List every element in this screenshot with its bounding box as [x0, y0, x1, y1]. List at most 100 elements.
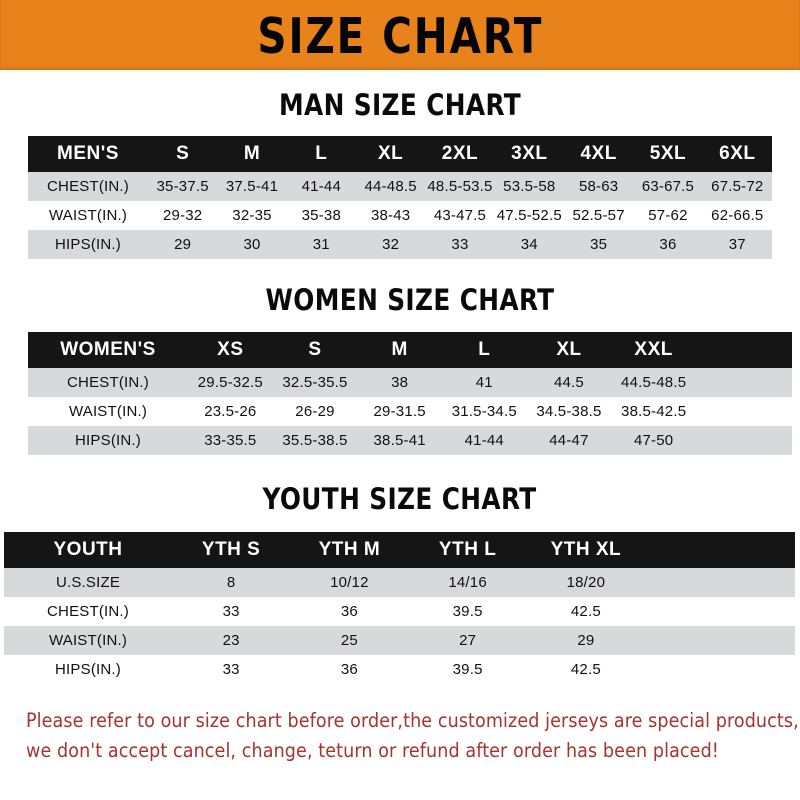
youth-size-col-1: YTH S	[201, 539, 261, 560]
women-chest-3: 38	[391, 374, 409, 391]
man-waist-1: 29-32	[162, 207, 203, 224]
man-chest-9: 67.5-72	[711, 178, 764, 195]
women-size-col-4: L	[478, 339, 491, 360]
women-row-label-waist: WAIST(IN.)	[68, 403, 148, 420]
man-waist-8: 57-62	[648, 207, 688, 224]
women-waist-3: 29-31.5	[373, 403, 426, 420]
youth-waist-1: 23	[222, 632, 240, 649]
women-header-filler	[696, 332, 792, 368]
women-waist-1: 23.5-26	[204, 403, 257, 420]
women-chest-filler	[696, 368, 792, 397]
man-waist-6: 47.5-52.5	[496, 207, 562, 224]
women-row-label-chest: CHEST(IN.)	[67, 374, 149, 391]
women-waist-6: 38.5-42.5	[621, 403, 687, 420]
man-size-col-3: L	[315, 143, 328, 164]
table-row: WAIST(IN.) 23.5-26 26-29 29-31.5 31.5-34…	[28, 397, 792, 426]
man-table-header-row: MEN'S S M L XL 2XL 3XL 4XL 5XL 6XL	[28, 136, 772, 172]
youth-ussize-filler	[645, 568, 795, 597]
man-size-section: MAN SIZE CHART MEN'S S M L XL 2XL 3XL 4X…	[0, 88, 800, 259]
table-row: CHEST(IN.) 35-37.5 37.5-41 41-44 44-48.5…	[28, 172, 772, 201]
youth-hips-3: 39.5	[452, 661, 483, 678]
table-row: CHEST(IN.) 29.5-32.5 32.5-35.5 38 41 44.…	[28, 368, 792, 397]
women-chest-6: 44.5-48.5	[621, 374, 687, 391]
man-chest-1: 35-37.5	[156, 178, 209, 195]
youth-ussize-2: 10/12	[330, 574, 369, 591]
women-size-col-6: XXL	[634, 339, 673, 360]
youth-chest-2: 36	[340, 603, 358, 620]
man-waist-7: 52.5-57	[572, 207, 625, 224]
youth-hips-2: 36	[340, 661, 358, 678]
man-hips-8: 36	[659, 236, 677, 253]
women-hips-filler	[696, 426, 792, 455]
man-waist-9: 62-66.5	[711, 207, 764, 224]
women-chest-1: 29.5-32.5	[197, 374, 263, 391]
man-chest-3: 41-44	[301, 178, 341, 195]
youth-row-label-hips: HIPS(IN.)	[55, 661, 121, 678]
women-waist-filler	[696, 397, 792, 426]
women-waist-5: 34.5-38.5	[536, 403, 602, 420]
women-hips-4: 41-44	[464, 432, 504, 449]
man-hips-5: 33	[451, 236, 469, 253]
man-chest-4: 44-48.5	[364, 178, 417, 195]
table-row: HIPS(IN.) 29 30 31 32 33 34 35 36 37	[28, 230, 772, 259]
women-size-col-5: XL	[556, 339, 582, 360]
man-size-col-1: S	[176, 143, 190, 164]
women-table-header-row: WOMEN'S XS S M L XL XXL	[28, 332, 792, 368]
man-size-col-6: 3XL	[511, 143, 548, 164]
women-chest-2: 32.5-35.5	[282, 374, 348, 391]
women-size-col-1: XS	[217, 339, 244, 360]
youth-ussize-1: 8	[226, 574, 236, 591]
women-waist-4: 31.5-34.5	[451, 403, 517, 420]
man-hips-9: 37	[728, 236, 746, 253]
women-size-section: WOMEN SIZE CHART WOMEN'S XS S M L XL XXL…	[0, 283, 800, 455]
women-size-col-2: S	[308, 339, 322, 360]
man-waist-2: 32-35	[232, 207, 272, 224]
women-header-label: WOMEN'S	[60, 339, 156, 360]
footer-disclaimer: Please refer to our size chart before or…	[26, 706, 799, 766]
table-row: HIPS(IN.) 33-35.5 35.5-38.5 38.5-41 41-4…	[28, 426, 792, 455]
youth-header-label: YOUTH	[53, 539, 123, 560]
youth-section-title: YOUTH SIZE CHART	[262, 482, 537, 516]
man-chest-5: 48.5-53.5	[427, 178, 493, 195]
youth-size-col-2: YTH M	[318, 539, 381, 560]
youth-hips-1: 33	[222, 661, 240, 678]
man-row-label-waist: WAIST(IN.)	[48, 207, 128, 224]
page-banner: SIZE CHART	[0, 0, 800, 70]
footer-line-2: we don't accept cancel, change, teturn o…	[26, 739, 719, 763]
youth-size-section: YOUTH SIZE CHART YOUTH YTH S YTH M YTH L…	[0, 482, 800, 684]
youth-waist-3: 27	[459, 632, 477, 649]
women-size-table: WOMEN'S XS S M L XL XXL CHEST(IN.) 29.5-…	[28, 332, 792, 455]
man-size-col-5: 2XL	[441, 143, 479, 164]
man-hips-4: 32	[382, 236, 400, 253]
youth-chest-1: 33	[222, 603, 240, 620]
man-waist-4: 38-43	[370, 207, 411, 224]
youth-row-label-us-size: U.S.SIZE	[55, 574, 121, 591]
footer-line-1: Please refer to our size chart before or…	[26, 709, 799, 732]
youth-chest-filler	[645, 597, 795, 626]
youth-row-label-waist: WAIST(IN.)	[48, 632, 128, 649]
man-size-table: MEN'S S M L XL 2XL 3XL 4XL 5XL 6XL CHEST…	[28, 136, 772, 259]
man-hips-2: 30	[243, 236, 261, 253]
man-waist-5: 43-47.5	[433, 207, 487, 224]
man-size-col-9: 6XL	[719, 143, 756, 164]
youth-chest-4: 42.5	[570, 603, 601, 620]
table-row: WAIST(IN.) 23 25 27 29	[4, 626, 795, 655]
man-hips-3: 31	[312, 236, 330, 253]
man-chest-6: 53.5-58	[503, 178, 556, 195]
youth-chest-3: 39.5	[452, 603, 483, 620]
man-chest-8: 63-67.5	[641, 178, 695, 195]
man-size-col-4: XL	[378, 143, 404, 164]
youth-size-col-4: YTH XL	[550, 539, 622, 560]
women-chest-5: 44.5	[553, 374, 584, 391]
youth-waist-4: 29	[577, 632, 595, 649]
man-hips-1: 29	[174, 236, 192, 253]
man-size-col-7: 4XL	[580, 143, 617, 164]
women-waist-2: 26-29	[295, 403, 335, 420]
man-hips-7: 35	[590, 236, 608, 253]
women-chest-4: 41	[475, 374, 493, 391]
youth-hips-4: 42.5	[570, 661, 601, 678]
women-size-col-3: M	[391, 339, 408, 360]
youth-row-label-chest: CHEST(IN.)	[47, 603, 129, 620]
man-row-label-chest: CHEST(IN.)	[47, 178, 129, 195]
